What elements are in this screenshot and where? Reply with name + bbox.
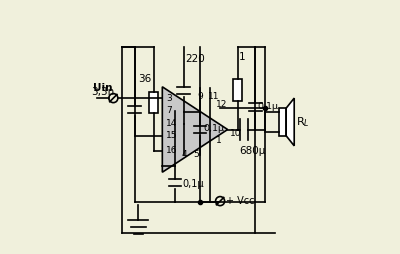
- Text: 7: 7: [166, 106, 172, 115]
- Text: 9: 9: [198, 92, 203, 101]
- Text: 220: 220: [185, 54, 205, 64]
- Text: 12: 12: [216, 100, 228, 109]
- Bar: [279, 108, 286, 136]
- Text: 4: 4: [181, 150, 187, 159]
- Bar: [233, 79, 242, 101]
- Text: 0,1μ: 0,1μ: [182, 179, 204, 188]
- Text: 10: 10: [230, 129, 241, 138]
- Text: 0,1μ: 0,1μ: [204, 124, 225, 133]
- Polygon shape: [162, 87, 228, 172]
- Text: 36: 36: [138, 74, 152, 84]
- Text: 1: 1: [216, 136, 222, 145]
- Polygon shape: [286, 98, 294, 146]
- Text: 1: 1: [239, 52, 246, 62]
- Text: 16: 16: [166, 146, 178, 155]
- Text: 11: 11: [208, 92, 219, 101]
- Text: 14: 14: [166, 119, 178, 128]
- Text: 680μ: 680μ: [240, 146, 266, 156]
- Text: R$_L$: R$_L$: [296, 115, 310, 129]
- Text: Uin: Uin: [93, 83, 113, 93]
- Text: 5: 5: [194, 150, 200, 159]
- Text: 3: 3: [166, 94, 172, 103]
- Text: 3,3n: 3,3n: [91, 87, 114, 97]
- Text: + Vcc: + Vcc: [226, 196, 255, 206]
- Bar: [149, 92, 158, 113]
- Text: 0,1μ: 0,1μ: [258, 102, 279, 112]
- Text: 15: 15: [166, 131, 178, 140]
